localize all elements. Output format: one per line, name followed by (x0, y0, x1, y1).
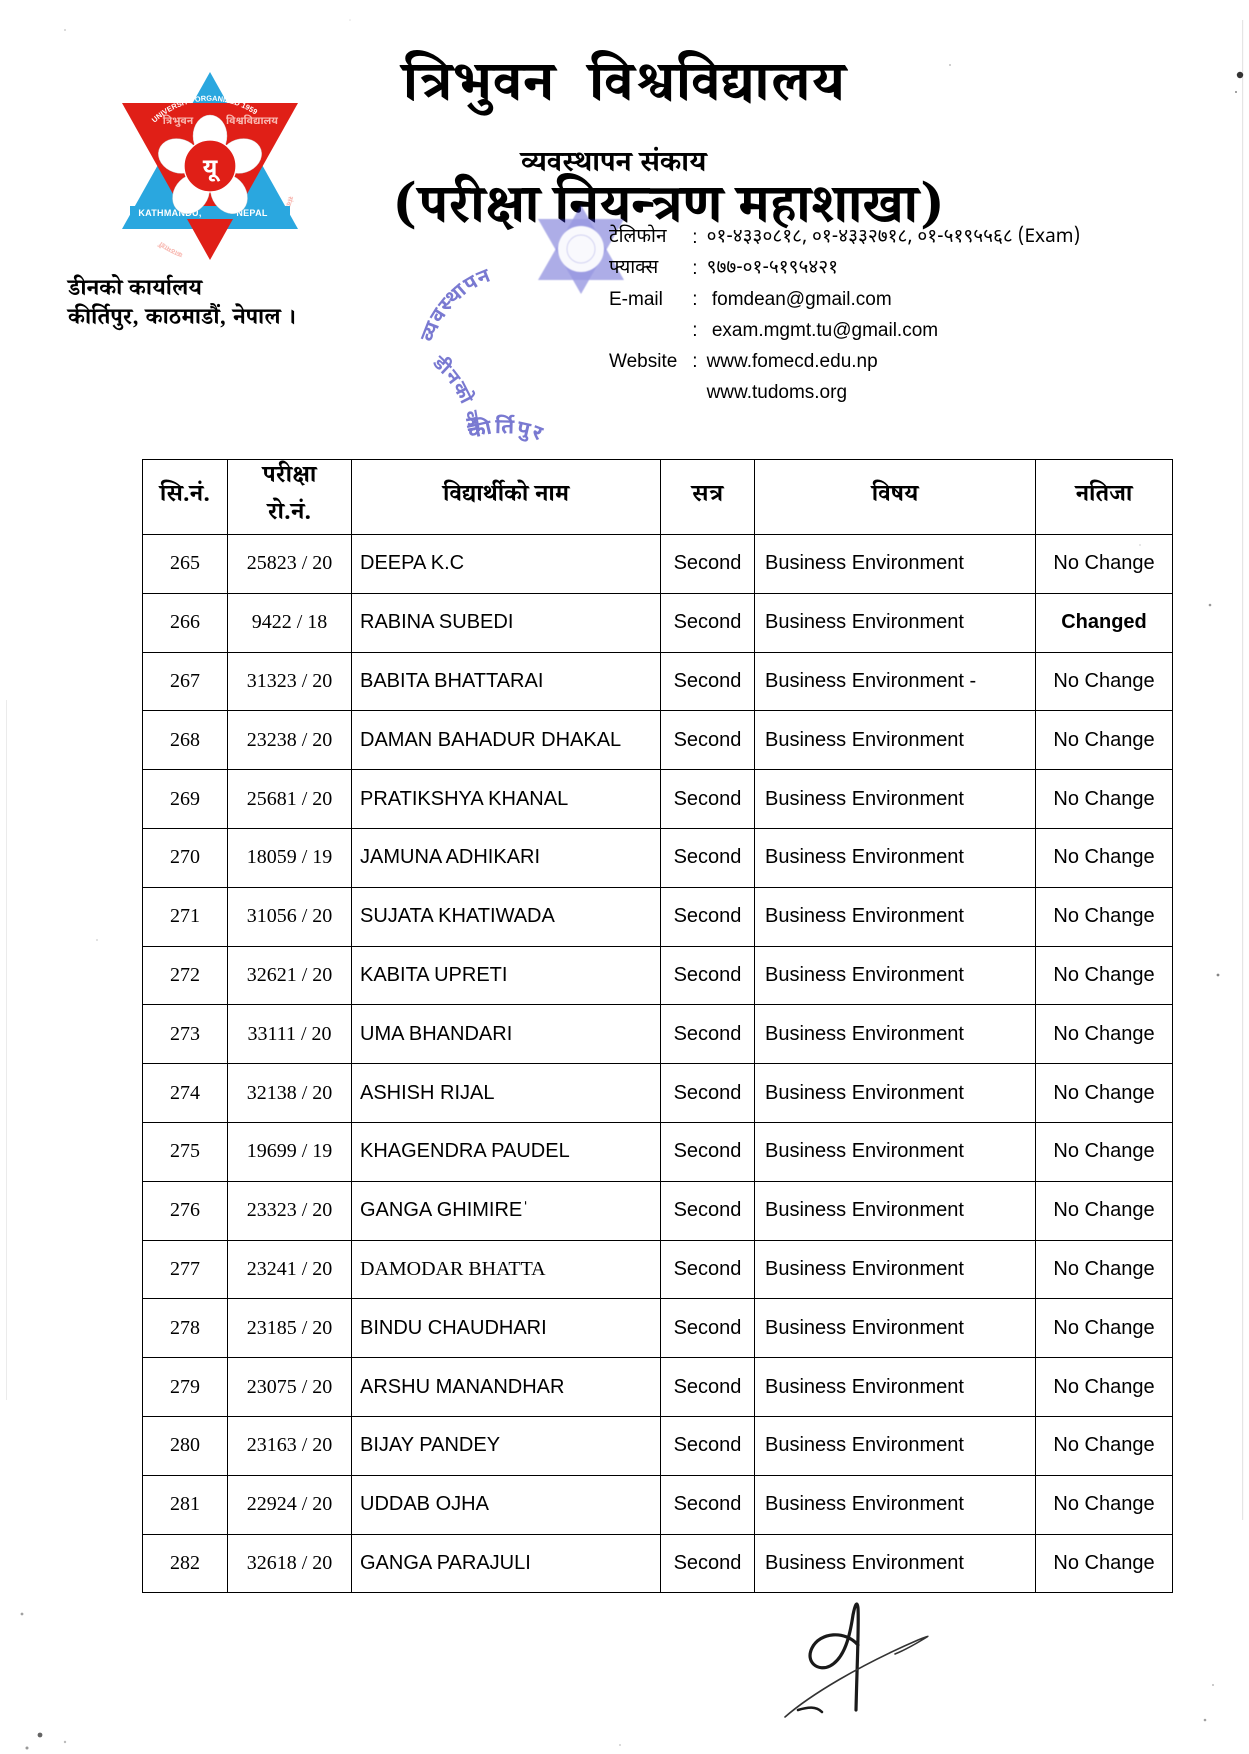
svg-text:विश्वविद्यालय: विश्वविद्यालय (226, 114, 278, 129)
svg-text:त्रिभुवन: त्रिभुवन (163, 114, 194, 129)
svg-text:व्यवस्थापन: व्यवस्थापन (418, 268, 496, 347)
svg-text:काठमाडौँ: काठमाडौँ (156, 239, 184, 259)
svg-text:कीर्तिपुर: कीर्तिपुर (465, 414, 547, 450)
svg-text:TRIBHUVAN: TRIBHUVAN (115, 148, 135, 195)
